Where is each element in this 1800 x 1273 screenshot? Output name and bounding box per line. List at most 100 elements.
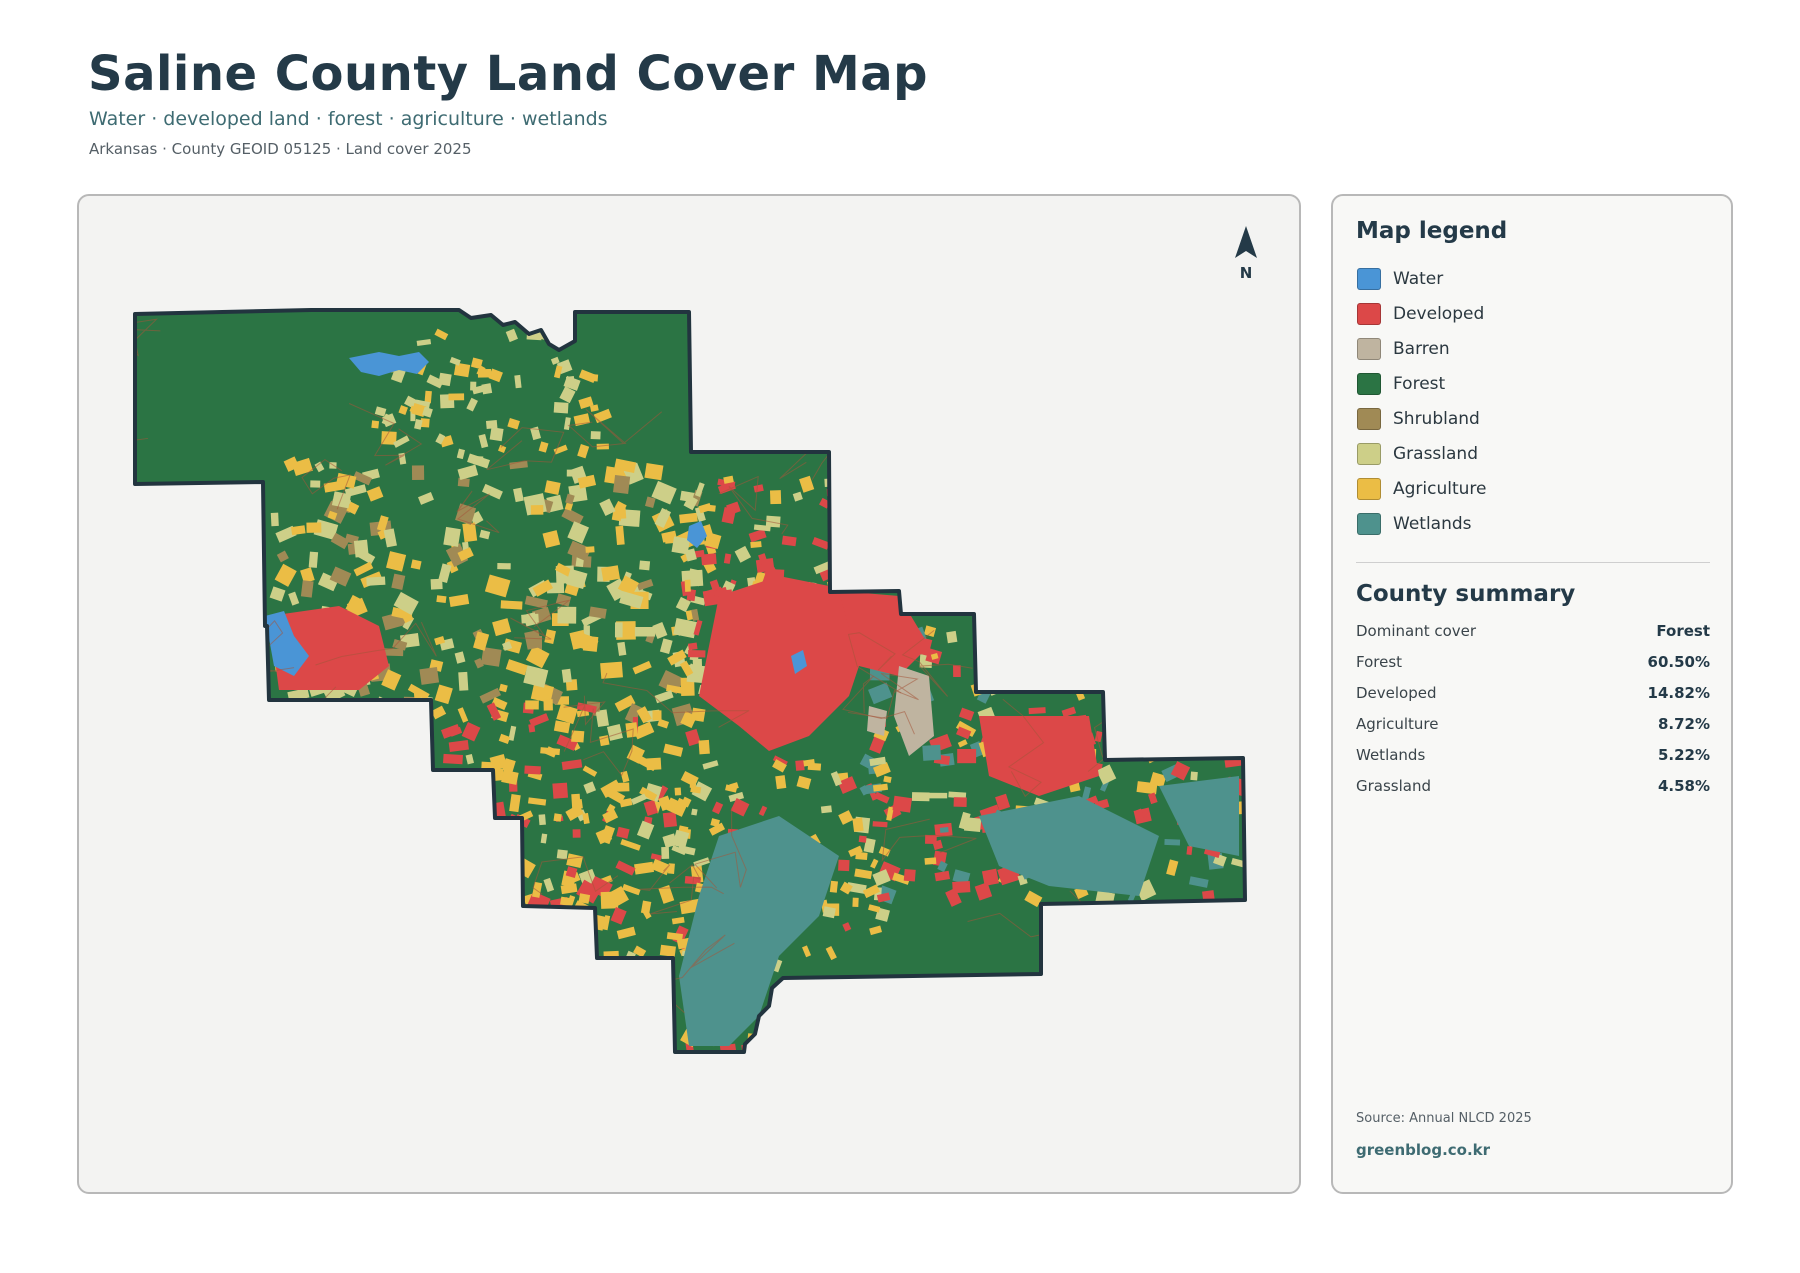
site-link[interactable]: greenblog.co.kr	[1356, 1141, 1491, 1159]
land-cover-patch	[822, 906, 836, 919]
land-cover-patch	[652, 710, 662, 721]
summary-value: 14.82%	[1647, 684, 1710, 702]
land-cover-patch	[371, 420, 380, 429]
land-cover-patch	[288, 591, 300, 606]
land-cover-patch	[702, 760, 719, 770]
land-cover-patch	[685, 728, 701, 747]
land-cover-patch	[473, 631, 490, 651]
land-cover-patch	[1189, 678, 1198, 686]
land-cover-patch	[650, 858, 671, 876]
land-cover-patch	[381, 669, 402, 691]
land-cover-patch	[640, 900, 652, 915]
land-cover-patch	[376, 515, 389, 532]
road	[1176, 689, 1240, 754]
land-cover-patch	[272, 706, 293, 726]
county-boundary	[133, 308, 1247, 1054]
land-cover-patch	[666, 932, 683, 941]
land-cover-patch	[955, 720, 977, 737]
land-cover-patch	[924, 857, 937, 865]
map-panel[interactable]	[77, 194, 1301, 1194]
legend-label: Shrubland	[1393, 409, 1480, 429]
land-cover-patch	[476, 842, 495, 861]
land-cover-patch	[557, 606, 577, 624]
county-map[interactable]	[79, 196, 1301, 1194]
land-cover-patch	[691, 808, 698, 816]
land-cover-patch	[553, 720, 571, 734]
land-cover-patch	[331, 491, 352, 509]
land-cover-patch	[577, 444, 590, 459]
road	[315, 621, 437, 666]
road	[848, 672, 919, 720]
legend-divider	[1356, 562, 1710, 563]
land-cover-patch	[892, 795, 913, 813]
land-cover-patch	[418, 492, 434, 505]
land-cover-patch	[995, 793, 1011, 811]
land-cover-patch	[1099, 671, 1119, 689]
road	[977, 565, 1045, 669]
land-cover-patch	[484, 574, 511, 598]
legend-item-shrubland: Shrubland	[1357, 406, 1480, 432]
land-cover-patch	[458, 671, 469, 691]
land-cover-patch	[956, 726, 972, 740]
land-cover-patch	[846, 882, 867, 895]
land-cover-patch	[505, 328, 518, 343]
land-cover-patch	[578, 893, 591, 904]
land-cover-patch	[991, 670, 1002, 683]
land-cover-patch	[651, 480, 677, 505]
land-cover-patch	[726, 501, 741, 516]
land-cover-patch	[576, 879, 602, 904]
land-cover-patch	[430, 578, 443, 590]
land-cover-patch	[498, 733, 511, 744]
land-cover-patch	[329, 566, 352, 587]
land-cover-patch	[300, 567, 315, 584]
land-cover-patch	[314, 461, 325, 473]
land-cover-patch	[558, 941, 570, 957]
land-cover-patch	[527, 797, 547, 806]
land-cover-patch	[366, 486, 384, 502]
land-cover-patch	[613, 474, 631, 494]
road	[486, 427, 565, 471]
land-cover-patch	[639, 560, 651, 571]
land-cover-patch	[642, 909, 652, 920]
map-title: Saline County Land Cover Map	[88, 46, 928, 102]
land-cover-patch	[540, 833, 548, 844]
land-cover-patch	[556, 849, 568, 860]
land-cover-patch	[1192, 615, 1203, 627]
land-cover-patch	[729, 782, 739, 791]
land-cover-patch	[603, 950, 619, 957]
land-cover-patch	[583, 781, 597, 794]
land-cover-patch	[615, 504, 627, 519]
land-cover-patch	[434, 684, 453, 705]
land-cover-patch	[524, 765, 541, 775]
land-cover-patch	[869, 925, 883, 936]
land-cover-patch	[644, 462, 664, 481]
land-cover-patch	[704, 532, 722, 550]
summary-row-wetlands: Wetlands 5.22%	[1356, 746, 1710, 766]
land-cover-patch	[650, 853, 662, 861]
land-cover-patch	[470, 381, 477, 391]
land-cover-patch	[869, 736, 886, 754]
land-cover-patch	[514, 374, 522, 389]
land-cover-patch	[443, 753, 463, 765]
land-cover-patch	[270, 512, 279, 527]
land-cover-patch	[958, 811, 971, 830]
land-cover-patch	[1024, 890, 1043, 908]
land-cover-patch	[561, 507, 584, 526]
land-cover-patch	[1028, 707, 1046, 715]
summary-value: 8.72%	[1657, 715, 1710, 733]
land-cover-patch	[595, 709, 609, 728]
land-cover-patch	[769, 490, 782, 505]
land-cover-patch	[500, 952, 513, 971]
road	[1110, 503, 1186, 605]
land-cover-patch	[486, 702, 502, 721]
land-cover-patch	[630, 793, 647, 805]
land-cover-patch	[448, 594, 470, 607]
land-cover-patch	[553, 401, 569, 414]
land-cover-patch	[886, 806, 894, 821]
land-cover-patch	[566, 469, 578, 477]
land-cover-patch	[781, 535, 797, 547]
land-cover-patch	[948, 791, 967, 799]
legend-item-barren: Barren	[1357, 336, 1450, 362]
land-cover-patch	[578, 396, 594, 410]
land-cover-patch	[874, 791, 890, 804]
